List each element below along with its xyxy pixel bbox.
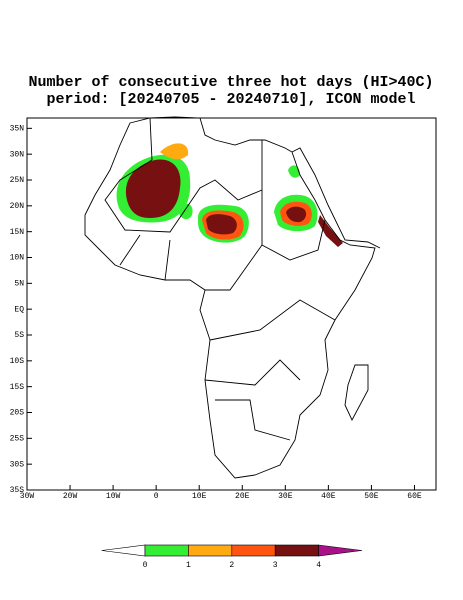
- colorbar-segment: [274, 544, 319, 557]
- colorbar-segment: [188, 544, 233, 557]
- y-tick-label: 30S: [10, 460, 25, 469]
- x-tick-label: 0: [154, 492, 159, 501]
- x-tick-label: 30E: [278, 492, 293, 501]
- x-tick-label: 40E: [321, 492, 336, 501]
- y-tick-label: 30N: [10, 150, 25, 159]
- colorbar-segment: [144, 544, 189, 557]
- colorbar-label: 0: [143, 561, 148, 570]
- title: Number of consecutive three hot days (HI…: [28, 74, 433, 91]
- y-tick-label: 20S: [10, 409, 25, 418]
- y-tick-label: 25S: [10, 434, 25, 443]
- y-tick-label: 5S: [14, 331, 24, 340]
- x-tick-label: 10E: [192, 492, 207, 501]
- y-tick-label: 5N: [14, 279, 24, 288]
- x-tick-label: 20E: [235, 492, 250, 501]
- y-tick-label: 15S: [10, 383, 25, 392]
- y-tick-label: 35S: [10, 486, 25, 495]
- y-tick-label: 20N: [10, 202, 25, 211]
- y-tick-label: 15N: [10, 228, 25, 237]
- colorbar-segment: [231, 544, 276, 557]
- x-tick-label: 20W: [63, 492, 78, 501]
- x-tick-label: 60E: [407, 492, 422, 501]
- y-tick-label: 35N: [10, 124, 25, 133]
- x-tick-label: 30W: [20, 492, 35, 501]
- colorbar-label: 1: [186, 561, 191, 570]
- colorbar-label: 4: [316, 561, 321, 570]
- map-frame: [26, 117, 437, 491]
- y-tick-label: 25N: [10, 176, 25, 185]
- colorbar-label: 2: [229, 561, 234, 570]
- subtitle: period: [20240705 - 20240710], ICON mode…: [46, 91, 415, 108]
- x-tick-label: 10W: [106, 492, 121, 501]
- colorbar-label: 3: [273, 561, 278, 570]
- y-tick-label: 10N: [10, 254, 25, 263]
- colorbar-high: [318, 544, 363, 557]
- x-tick-label: 50E: [364, 492, 379, 501]
- hot-day-field: [116, 143, 343, 247]
- y-tick-label: 10S: [10, 357, 25, 366]
- colorbar-low: [101, 544, 146, 557]
- y-tick-label: EQ: [14, 305, 24, 314]
- coastlines: [84, 116, 381, 479]
